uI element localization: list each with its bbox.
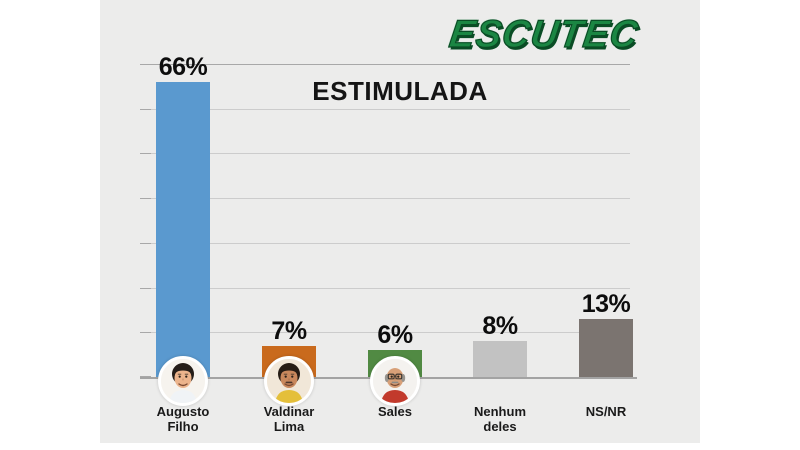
gridline-60 (147, 108, 630, 110)
axis-tick-60 (140, 108, 151, 110)
value-label: 7% (271, 316, 307, 345)
axis-tick-0 (140, 376, 151, 377)
gridline-10 (147, 332, 630, 334)
candidate-photo-valdinar-lima (264, 356, 314, 406)
category-label: Nenhum deles (474, 404, 526, 434)
axis-tick-40 (140, 198, 151, 200)
axis-tick-30 (140, 242, 151, 244)
candidate-photo-sales (370, 356, 420, 406)
bar-augusto-filho (156, 81, 210, 377)
axis-tick-50 (140, 153, 151, 155)
candidate-photo-augusto-filho (158, 356, 208, 406)
value-label: 6% (377, 321, 413, 350)
category-label: NS/NR (585, 404, 627, 419)
axis-tick-10 (140, 332, 151, 334)
gridline-20 (147, 287, 630, 289)
bar-nenhum-deles (473, 341, 527, 377)
value-label: 13% (581, 289, 631, 318)
escutec-logo: ESCUTEC (446, 13, 642, 57)
axis-tick-70 (140, 64, 151, 65)
gridline-70 (147, 64, 630, 65)
category-label: Valdinar Lima (263, 404, 315, 434)
category-label: Sales (378, 404, 412, 419)
value-label: 66% (158, 52, 208, 81)
category-label: Augusto Filho (156, 404, 210, 434)
chart-title: ESTIMULADA (312, 76, 488, 106)
gridline-50 (147, 153, 630, 155)
value-label: 8% (482, 312, 518, 341)
axis-tick-20 (140, 287, 151, 289)
gridline-30 (147, 242, 630, 244)
gridline-40 (147, 198, 630, 200)
bar-ns/nr (579, 318, 633, 377)
